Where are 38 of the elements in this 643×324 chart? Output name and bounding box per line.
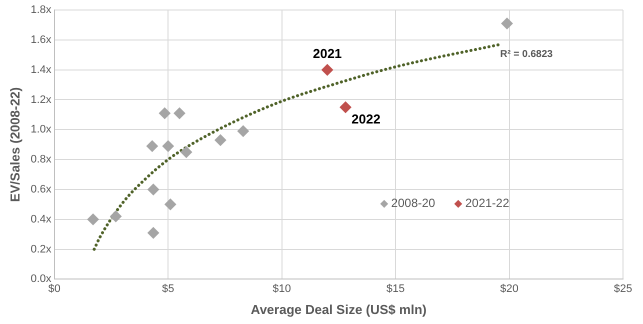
y-tick-label: 1.8x xyxy=(30,4,52,16)
x-tick-label: $0 xyxy=(48,282,61,295)
legend-label: 2008-20 xyxy=(391,196,436,210)
y-tick-label: 0.8x xyxy=(30,154,52,166)
x-axis-title: Average Deal Size (US$ mln) xyxy=(250,302,427,317)
y-tick-label: 1.2x xyxy=(30,94,52,106)
x-tick-label: $5 xyxy=(162,282,174,295)
point xyxy=(501,17,514,30)
point xyxy=(340,101,352,114)
point xyxy=(214,134,226,146)
y-tick-label: 1.4x xyxy=(30,64,52,76)
point xyxy=(158,107,171,120)
x-tick-label: $10 xyxy=(272,282,292,295)
x-tick-label: $15 xyxy=(386,282,405,295)
point xyxy=(162,140,174,152)
y-tick-label: 1.0x xyxy=(30,124,52,136)
point xyxy=(180,146,192,158)
point xyxy=(321,64,334,76)
point xyxy=(110,210,122,222)
point xyxy=(147,183,160,196)
point xyxy=(164,198,176,210)
y-tick-label: 0.0x xyxy=(30,273,52,286)
y-tick-label: 0.6x xyxy=(30,184,52,196)
annotation: 2021 xyxy=(312,46,342,61)
point xyxy=(147,226,160,239)
point xyxy=(146,140,158,152)
x-tick-label: $20 xyxy=(500,282,518,295)
y-tick-label: 1.6x xyxy=(30,34,52,46)
point xyxy=(173,107,186,120)
annotation: R² = 0.6823 xyxy=(500,49,554,60)
x-tick-label: $25 xyxy=(614,282,632,295)
point xyxy=(87,213,100,226)
y-tick-label: 0.2x xyxy=(30,243,52,256)
point xyxy=(237,125,250,138)
y-tick-label: 0.4x xyxy=(30,213,52,226)
y-axis-title: EV/Sales (2008-22) xyxy=(7,87,22,202)
annotation: 2022 xyxy=(352,111,380,126)
legend-label: 2021-22 xyxy=(465,196,510,210)
